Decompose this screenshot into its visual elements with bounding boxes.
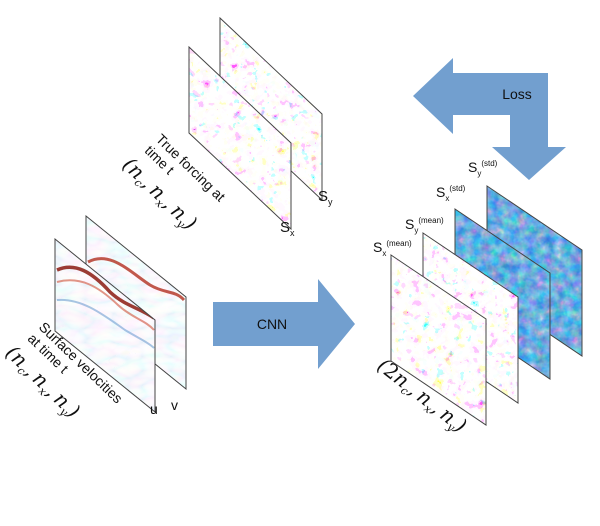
label-sx-mean: Sx(mean) <box>373 239 412 258</box>
forcing-stack: Sx Sy True forcing at time t (nc,nx,ny) <box>118 16 333 238</box>
label-sy: Sy <box>318 188 333 207</box>
output-stack: Sx(mean) Sy(mean) Sx(std) Sy(std) (2nc,n… <box>373 159 583 437</box>
loss-arrow: Loss <box>413 58 566 180</box>
loss-label: Loss <box>502 86 532 102</box>
label-sy-std: Sy(std) <box>468 159 498 178</box>
cnn-arrow: CNN <box>213 279 355 369</box>
label-sx: Sx <box>280 219 295 238</box>
velocities-stack: u v Surface velocities at time t (nc,nx,… <box>1 214 187 423</box>
label-sx-std: Sx(std) <box>436 184 466 203</box>
cnn-arrow-shape <box>213 279 355 369</box>
label-u: u <box>150 401 158 417</box>
loss-arrow-shape <box>413 58 566 180</box>
label-sy-mean: Sy(mean) <box>405 216 444 235</box>
cnn-label: CNN <box>257 316 287 332</box>
label-v: v <box>171 397 178 413</box>
